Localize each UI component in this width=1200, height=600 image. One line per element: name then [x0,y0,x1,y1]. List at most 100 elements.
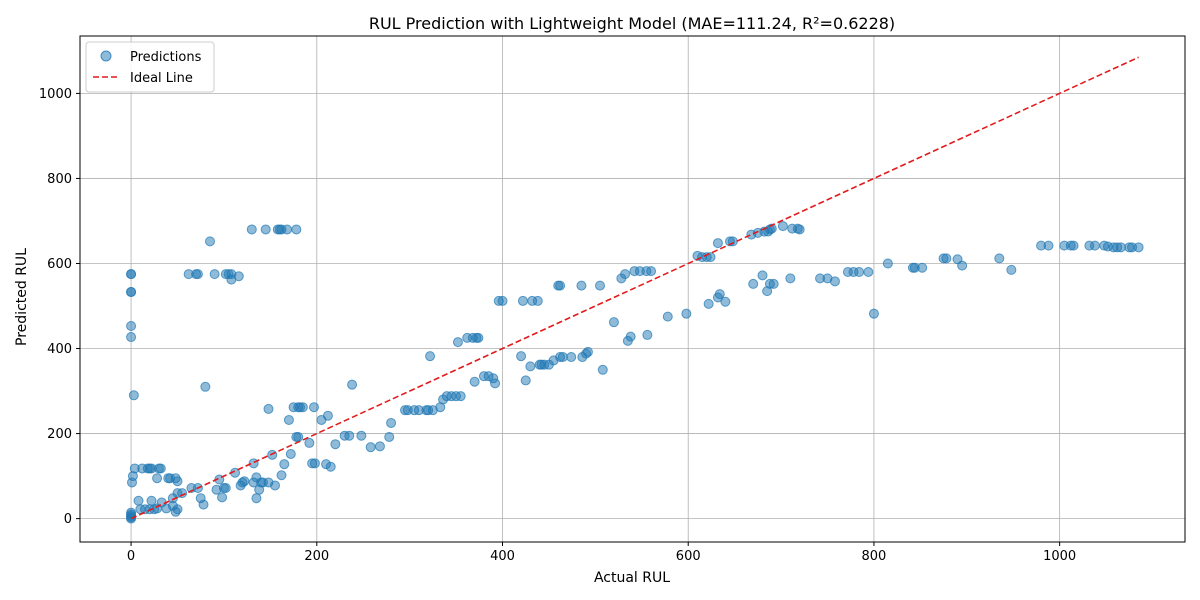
scatter-point [172,476,183,487]
scatter-point [325,461,336,472]
scatter-point [794,224,805,235]
scatter-point [595,280,605,291]
scatter-point [365,442,376,453]
scatter-point [452,337,463,348]
scatter-point [192,269,203,280]
scatter-point [662,311,673,322]
scatter-point [777,221,788,232]
grid [80,36,1185,542]
scatter-point [239,476,250,487]
scatter-point [525,361,536,372]
scatter-point [597,364,608,375]
x-tick-label: 800 [862,549,887,564]
scatter-point [126,320,137,331]
scatter-point [384,431,395,442]
scatter-point [309,458,320,469]
scatter-point [1006,264,1017,275]
scatter-point [155,463,166,474]
scatter-point [576,280,587,291]
y-tick-label: 600 [47,257,72,272]
scatter-point [283,414,294,425]
scatter-point [386,417,397,428]
scatter-point [291,224,302,235]
scatter-point [566,352,577,363]
scatter-point [126,286,137,297]
legend-label-ideal-line: Ideal Line [130,71,193,86]
x-tick-label: 400 [490,549,515,564]
scatter-point [994,253,1005,264]
scatter-point [260,224,271,235]
legend-box [85,41,215,93]
scatter-point [829,276,840,287]
scatter-point [217,492,228,503]
scatter-point [582,346,593,357]
y-tick-label: 0 [64,512,72,527]
scatter-point [200,381,211,392]
scatter-point [1115,242,1126,253]
scatter-point [497,295,508,306]
scatter-point [854,266,865,277]
scatter-point [646,266,657,277]
x-tick-label: 1000 [1043,549,1076,564]
scatter-point [205,236,215,247]
scatter-point [170,506,181,517]
scatter-point [863,266,874,277]
chart-title: RUL Prediction with Lightweight Model (M… [369,14,895,33]
scatter-point [344,430,355,441]
scatter-point [720,296,731,307]
scatter-point [941,253,952,264]
scatter-point [1133,242,1144,253]
scatter-point [520,375,531,386]
scatter-point [1089,240,1100,251]
ideal-line [130,56,1139,520]
x-tick-label: 200 [304,549,329,564]
scatter-point [748,278,759,289]
scatter-point [785,273,796,284]
scatter-point [276,470,287,481]
scatter-point [620,269,631,280]
scatter-point [279,459,290,470]
scatter-point [868,308,879,319]
scatter-point [304,437,315,448]
scatter-point [330,439,341,450]
scatter-point [557,352,568,363]
scatter-point [152,473,163,484]
scatter-point [517,295,528,306]
scatter-point [128,390,139,401]
scatter-point [198,499,209,510]
x-tick-label: 600 [676,549,701,564]
scatter-point [516,351,527,362]
scatter-point [757,270,768,281]
legend-label-predictions: Predictions [130,50,202,65]
scatter-point [917,262,928,273]
scatter-point [768,278,779,289]
scatter-point [1068,240,1079,251]
y-tick-label: 200 [47,427,72,442]
scatter-point [146,495,157,506]
scatter-point [608,317,619,328]
scatter-point [220,482,231,493]
scatter-point [293,431,304,442]
scatter-point [309,402,319,413]
scatter-point [177,488,188,499]
scatter-point [209,269,220,280]
scatter-point [270,480,280,491]
scatter-point [263,403,274,414]
y-tick-label: 400 [47,342,72,357]
legend-marker-predictions [100,50,112,62]
scatter-point [356,430,367,441]
scatter-point [425,351,436,362]
scatter-point [555,280,566,291]
y-tick-label: 800 [47,172,72,187]
scatter-point [133,495,144,506]
axis-ticks: 0 200 400 600 800 1000 0 200 400 600 800 1000 [39,87,1076,564]
scatter-point [714,289,725,300]
scatter-point [703,298,714,309]
plot-frame [79,35,1186,543]
scatter-point [1043,240,1054,251]
scatter-point [642,329,653,340]
legend: Predictions Ideal Line [85,41,215,93]
scatter-point [712,238,723,249]
scatter-point [957,260,968,271]
